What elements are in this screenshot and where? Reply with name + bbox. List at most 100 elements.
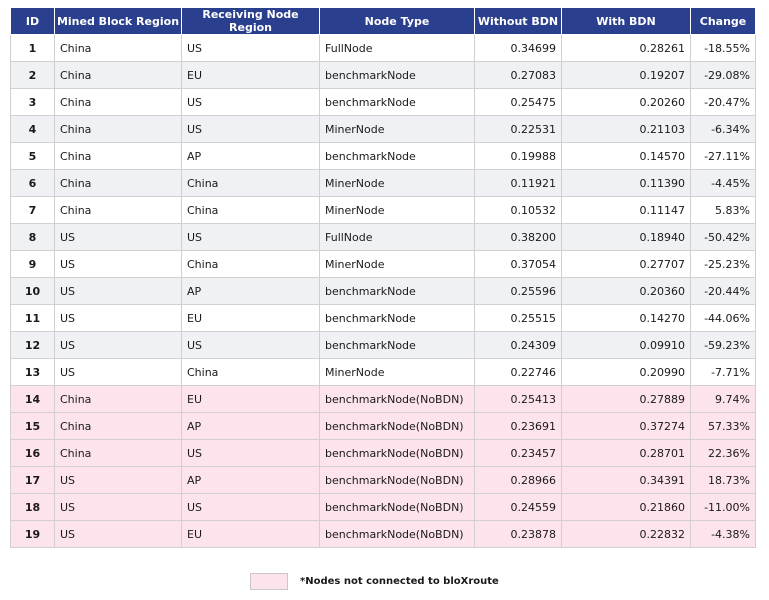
cell-change: 22.36% <box>690 439 756 467</box>
cell-receiving-region: US <box>181 34 320 62</box>
cell-node-type: benchmarkNode(NoBDN) <box>319 466 475 494</box>
cell-mined-region: US <box>54 250 182 278</box>
cell-mined-region: China <box>54 142 182 170</box>
cell-id: 9 <box>10 250 55 278</box>
cell-without-bdn: 0.23878 <box>474 520 562 548</box>
header-id: ID <box>10 7 55 35</box>
header-row: ID Mined Block Region Receiving Node Reg… <box>10 7 756 35</box>
cell-receiving-region: AP <box>181 412 320 440</box>
cell-with-bdn: 0.28701 <box>561 439 691 467</box>
table-row: 3 China US benchmarkNode 0.25475 0.20260 -20.4… <box>10 88 756 116</box>
cell-with-bdn: 0.37274 <box>561 412 691 440</box>
cell-id: 4 <box>10 115 55 143</box>
cell-mined-region: US <box>54 277 182 305</box>
cell-id: 15 <box>10 412 55 440</box>
cell-change: -6.34% <box>690 115 756 143</box>
cell-change: -25.23% <box>690 250 756 278</box>
legend-text: *Nodes not connected to bloXroute <box>300 576 499 587</box>
cell-node-type: benchmarkNode(NoBDN) <box>319 493 475 521</box>
cell-with-bdn: 0.18940 <box>561 223 691 251</box>
cell-node-type: MinerNode <box>319 115 475 143</box>
cell-change: -29.08% <box>690 61 756 89</box>
cell-mined-region: China <box>54 115 182 143</box>
cell-mined-region: US <box>54 520 182 548</box>
table-row: 6 China China MinerNode 0.11921 0.11390 -4.45% <box>10 169 756 197</box>
cell-receiving-region: EU <box>181 520 320 548</box>
cell-without-bdn: 0.34699 <box>474 34 562 62</box>
table-row: 13 US China MinerNode 0.22746 0.20990 -7.71% <box>10 358 756 386</box>
cell-receiving-region: AP <box>181 466 320 494</box>
cell-node-type: MinerNode <box>319 358 475 386</box>
cell-change: -27.11% <box>690 142 756 170</box>
cell-id: 12 <box>10 331 55 359</box>
table-row: 4 China US MinerNode 0.22531 0.21103 -6.34% <box>10 115 756 143</box>
cell-change: -50.42% <box>690 223 756 251</box>
cell-without-bdn: 0.25413 <box>474 385 562 413</box>
cell-change: -7.71% <box>690 358 756 386</box>
cell-mined-region: China <box>54 196 182 224</box>
header-mined-block-region: Mined Block Region <box>54 7 182 35</box>
cell-receiving-region: AP <box>181 277 320 305</box>
cell-mined-region: China <box>54 88 182 116</box>
legend: *Nodes not connected to bloXroute <box>250 573 499 590</box>
cell-node-type: FullNode <box>319 223 475 251</box>
cell-receiving-region: US <box>181 223 320 251</box>
cell-change: -18.55% <box>690 34 756 62</box>
cell-with-bdn: 0.20360 <box>561 277 691 305</box>
table-row: 17 US AP benchmarkNode(NoBDN) 0.28966 0.34391… <box>10 466 756 494</box>
cell-node-type: benchmarkNode <box>319 142 475 170</box>
cell-without-bdn: 0.25475 <box>474 88 562 116</box>
cell-id: 13 <box>10 358 55 386</box>
cell-receiving-region: EU <box>181 385 320 413</box>
table-row: 14 China EU benchmarkNode(NoBDN) 0.25413 0.27… <box>10 385 756 413</box>
cell-with-bdn: 0.11390 <box>561 169 691 197</box>
cell-without-bdn: 0.19988 <box>474 142 562 170</box>
cell-without-bdn: 0.10532 <box>474 196 562 224</box>
cell-mined-region: US <box>54 331 182 359</box>
cell-without-bdn: 0.28966 <box>474 466 562 494</box>
cell-receiving-region: US <box>181 439 320 467</box>
cell-id: 18 <box>10 493 55 521</box>
cell-receiving-region: US <box>181 88 320 116</box>
cell-id: 2 <box>10 61 55 89</box>
cell-node-type: benchmarkNode <box>319 304 475 332</box>
table-row: 15 China AP benchmarkNode(NoBDN) 0.23691 0.37… <box>10 412 756 440</box>
table-row: 1 China US FullNode 0.34699 0.28261 -18.55% <box>10 34 756 62</box>
cell-id: 5 <box>10 142 55 170</box>
cell-with-bdn: 0.27707 <box>561 250 691 278</box>
cell-change: -4.38% <box>690 520 756 548</box>
cell-without-bdn: 0.22746 <box>474 358 562 386</box>
cell-mined-region: US <box>54 358 182 386</box>
cell-receiving-region: US <box>181 331 320 359</box>
cell-id: 6 <box>10 169 55 197</box>
cell-node-type: benchmarkNode(NoBDN) <box>319 412 475 440</box>
cell-with-bdn: 0.19207 <box>561 61 691 89</box>
table-row: 9 US China MinerNode 0.37054 0.27707 -25.23% <box>10 250 756 278</box>
cell-receiving-region: China <box>181 196 320 224</box>
header-node-type: Node Type <box>319 7 475 35</box>
cell-without-bdn: 0.24309 <box>474 331 562 359</box>
cell-id: 19 <box>10 520 55 548</box>
cell-id: 17 <box>10 466 55 494</box>
cell-mined-region: China <box>54 385 182 413</box>
cell-node-type: MinerNode <box>319 196 475 224</box>
cell-with-bdn: 0.09910 <box>561 331 691 359</box>
cell-mined-region: China <box>54 439 182 467</box>
cell-with-bdn: 0.20260 <box>561 88 691 116</box>
cell-change: 57.33% <box>690 412 756 440</box>
cell-with-bdn: 0.28261 <box>561 34 691 62</box>
table-row: 18 US US benchmarkNode(NoBDN) 0.24559 0.21860… <box>10 493 756 521</box>
cell-without-bdn: 0.23457 <box>474 439 562 467</box>
table-row: 5 China AP benchmarkNode 0.19988 0.14570 -27.1… <box>10 142 756 170</box>
cell-id: 3 <box>10 88 55 116</box>
cell-node-type: MinerNode <box>319 169 475 197</box>
cell-receiving-region: US <box>181 493 320 521</box>
cell-node-type: FullNode <box>319 34 475 62</box>
cell-mined-region: US <box>54 466 182 494</box>
cell-node-type: benchmarkNode(NoBDN) <box>319 520 475 548</box>
cell-with-bdn: 0.22832 <box>561 520 691 548</box>
table-row: 12 US US benchmarkNode 0.24309 0.09910 -59.23% <box>10 331 756 359</box>
cell-with-bdn: 0.14570 <box>561 142 691 170</box>
cell-receiving-region: US <box>181 115 320 143</box>
legend-swatch <box>250 573 288 590</box>
